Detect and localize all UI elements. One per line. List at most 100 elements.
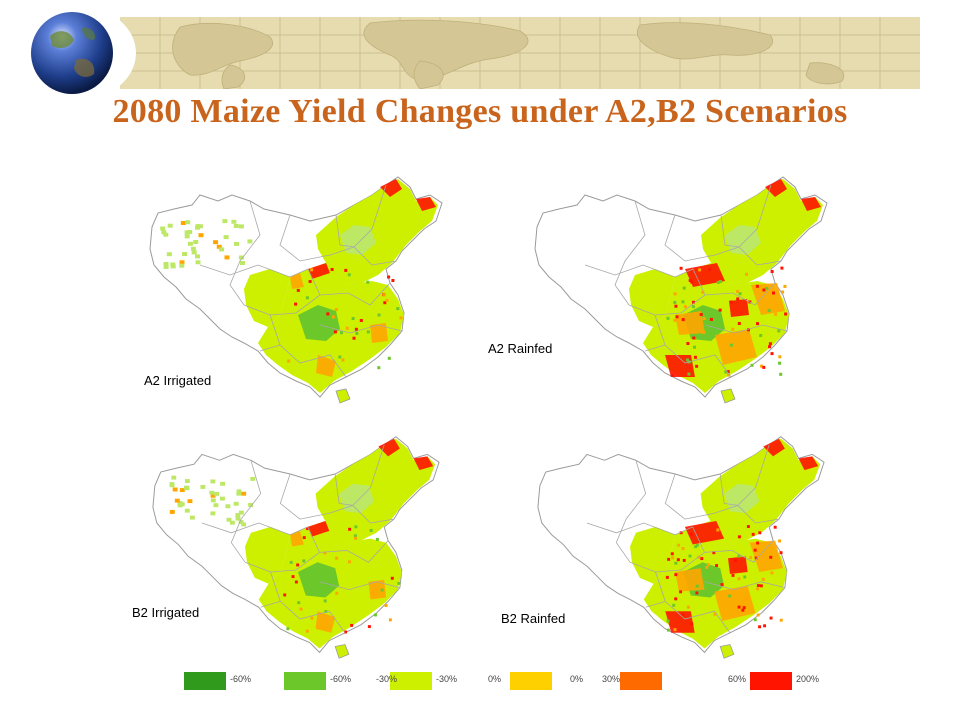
yield-speckle [742, 597, 746, 601]
yield-speckle [758, 625, 762, 629]
yield-hotspot [378, 438, 400, 457]
yield-speckle [763, 624, 767, 628]
yield-hotspot [751, 283, 785, 315]
hainan-island [719, 644, 735, 659]
yield-speckle [772, 291, 775, 295]
yield-speckle [351, 317, 355, 320]
yield-speckle [777, 329, 781, 333]
map-b2-irrigated: B2 Irrigated [132, 425, 450, 670]
yield-speckle [745, 272, 748, 276]
province-border [738, 246, 782, 266]
yield-speckle [679, 531, 683, 535]
yield-speckle [355, 331, 359, 335]
yield-speckle [686, 358, 689, 362]
province-border [654, 314, 732, 378]
yield-speckle [765, 286, 769, 290]
yield-speckle [681, 300, 685, 304]
yield-region [298, 305, 340, 341]
yield-speckle [302, 536, 306, 540]
yield-hotspot [380, 179, 402, 197]
yield-cell [216, 244, 222, 249]
yield-cell [171, 475, 177, 480]
yield-speckle [310, 268, 314, 272]
province-border [279, 214, 355, 262]
yield-cell [193, 240, 199, 244]
legend-label: 0% [488, 674, 502, 684]
china-map-rainfed [537, 436, 825, 659]
yield-cell [236, 489, 242, 494]
yield-speckle [366, 280, 370, 284]
province-border [229, 200, 261, 306]
yield-cell [166, 252, 172, 257]
yield-cell [213, 503, 219, 508]
yield-speckle [366, 330, 370, 334]
yield-speckle [695, 584, 699, 588]
yield-speckle [770, 571, 774, 575]
yield-speckle [767, 309, 771, 313]
province-border [645, 601, 666, 608]
yield-speckle [702, 317, 706, 320]
legend-label: 200% [796, 674, 820, 684]
yield-speckle [686, 342, 690, 345]
yield-change-legend: -60% -60% -30% -30% 0% 0% 30% 60% 200% [180, 668, 830, 692]
yield-speckle [783, 284, 787, 288]
yield-region [725, 225, 761, 255]
province-border [260, 601, 281, 608]
yield-speckle [330, 268, 334, 271]
yield-cell [241, 522, 247, 527]
yield-speckle [371, 591, 375, 595]
yield-cell [169, 483, 175, 488]
yield-speckle [377, 313, 381, 317]
yield-speckle [382, 293, 386, 297]
yield-speckle [396, 307, 400, 311]
yield-speckle [750, 363, 754, 367]
yield-speckle [681, 547, 685, 550]
yield-cell [179, 260, 185, 265]
yield-speckle [690, 280, 694, 284]
yield-cell [187, 499, 193, 504]
yield-speckle [377, 366, 381, 370]
yield-speckle [324, 610, 328, 613]
yield-cell [210, 511, 216, 516]
yield-cell [163, 262, 169, 266]
yield-speckle [375, 537, 379, 541]
yield-speckle [728, 594, 732, 598]
yield-cell [184, 486, 190, 491]
yield-cell [182, 252, 188, 256]
yield-speckle [781, 290, 785, 294]
yield-speckle [736, 290, 740, 293]
yield-speckle [724, 370, 728, 374]
yield-speckle [726, 370, 730, 374]
yield-cell [163, 232, 169, 237]
yield-cell [210, 498, 216, 503]
legend-label: 30% [602, 674, 621, 684]
yield-speckle [335, 591, 339, 595]
yield-speckle [697, 555, 701, 559]
yield-speckle [729, 343, 733, 347]
legend-label: 0% [570, 674, 584, 684]
yield-speckle [666, 628, 670, 632]
yield-speckle [297, 601, 301, 605]
yield-hotspot [675, 568, 705, 592]
yield-speckle [737, 322, 741, 325]
yield-speckle [686, 605, 690, 609]
yield-speckle [350, 623, 354, 627]
yield-speckle [673, 318, 677, 322]
legend-label: -60% [330, 674, 352, 684]
province-border [692, 268, 776, 306]
yield-speckle [682, 286, 686, 290]
yield-speckle [344, 268, 348, 272]
yield-hotspot [684, 521, 725, 545]
china-map-irrigated [149, 176, 443, 404]
yield-speckle [762, 365, 766, 369]
province-border [269, 314, 347, 378]
province-border [201, 522, 308, 536]
yield-speckle [779, 372, 783, 376]
yield-cell [180, 221, 186, 225]
yield-hotspot [316, 355, 336, 377]
legend-label: 60% [728, 674, 747, 684]
yield-speckle [737, 577, 741, 581]
yield-cell [241, 491, 247, 496]
yield-cell [209, 490, 215, 495]
yield-speckle [387, 356, 391, 360]
